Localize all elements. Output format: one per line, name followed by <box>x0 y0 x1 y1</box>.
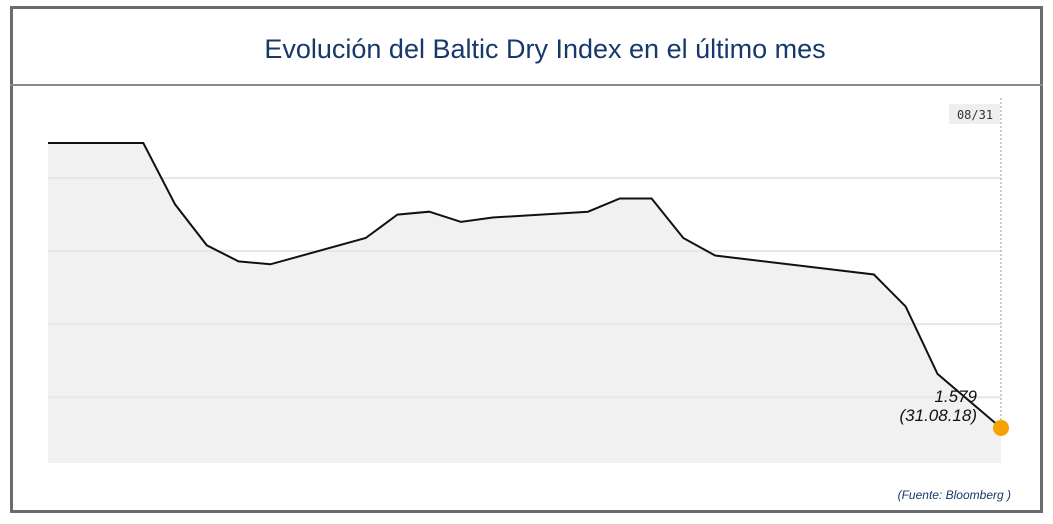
source-note: (Fuente: Bloomberg ) <box>897 488 1011 502</box>
crosshair-date-label: 08/31 <box>957 108 993 122</box>
series-line <box>48 142 1002 429</box>
crosshair-date-box <box>949 104 1000 124</box>
chart-title: Evolución del Baltic Dry Index en el últ… <box>264 34 826 64</box>
area-fill <box>48 143 1001 463</box>
last-point-marker <box>993 419 1009 436</box>
last-date-label: (31.08.18) <box>900 406 978 425</box>
title-divider <box>10 84 1043 86</box>
last-value-label: 1.579 <box>934 387 977 406</box>
